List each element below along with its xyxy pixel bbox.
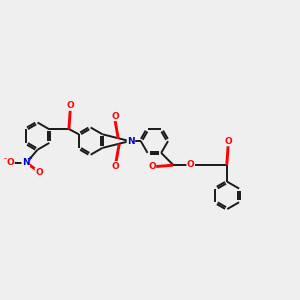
Text: O: O [112,112,119,121]
Text: O: O [67,101,75,110]
Text: O: O [225,137,232,146]
Text: +: + [26,156,32,162]
Text: O: O [148,162,156,171]
Text: O: O [112,161,119,170]
Text: N: N [22,158,29,167]
Text: O: O [7,158,14,167]
Text: O: O [35,168,43,177]
Text: N: N [127,136,135,146]
Text: -: - [4,154,7,163]
Text: O: O [187,160,195,169]
